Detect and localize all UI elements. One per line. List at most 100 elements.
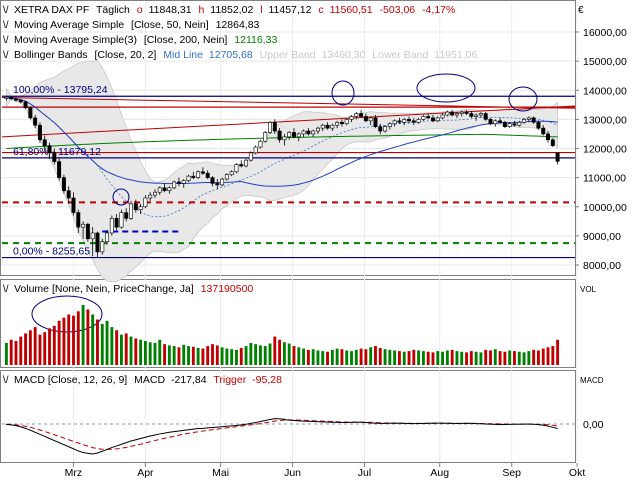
candle-body [215,183,220,186]
candle-body [220,178,225,186]
volume-bar [532,349,536,365]
volume-bar [388,349,392,365]
ma50-label: Moving Average Simple [14,19,124,31]
candle-body [483,113,488,120]
ohlc-high-key: h [199,4,205,16]
currency-symbol: € [578,5,584,16]
volume-bar [465,352,468,365]
candle-body [330,124,335,129]
volume-legend: \/ Volume [None, Nein, PriceChange, Ja] … [3,283,597,295]
volume-bar [43,332,47,365]
fib-label: 100,00% - 13795,24 [13,84,108,96]
candle-body [522,119,527,123]
candle-body [531,117,536,123]
volume-bars [4,305,560,365]
macd-value: -217,84 [171,374,207,386]
volume-bar [393,350,397,365]
legend-collapse-icon[interactable]: \/ [3,5,9,16]
volume-bar [383,349,387,365]
bollinger-legend: Bollinger Bands [Close, 20, 2] Mid Line … [14,49,477,61]
candle-body [138,206,143,210]
candle-body [248,152,253,161]
volume-bar [407,351,411,365]
legend-collapse-icon[interactable]: \/ [3,20,9,31]
candle-body [105,232,110,242]
volume-bar [172,346,176,365]
candle-body [493,120,498,125]
candle-body [354,113,359,117]
volume-bar [33,327,37,365]
candle-body [42,139,47,146]
candle-body [28,107,33,119]
volume-bar [508,350,512,365]
macd-legend: \/ MACD [Close, 12, 26, 9] MACD -217,84 … [3,374,604,431]
legend-collapse-icon[interactable]: \/ [3,50,9,61]
volume-bar [86,309,90,365]
volume-bar [67,314,71,365]
candle-body [129,203,133,219]
candle-body [57,161,62,178]
ma200-line [6,133,558,149]
candle-body [47,145,52,154]
volume-bar [364,349,368,365]
volume-bar [201,348,205,365]
volume-bar [244,346,248,365]
volume-bar [302,348,306,365]
candle-body [474,114,479,117]
volume-axis-label: VOL [580,285,597,294]
candle-body [392,120,397,125]
ohlc-open: 11848,31 [149,4,192,16]
volume-bar [258,345,262,365]
ma50-line [6,96,558,187]
volume-bar [96,319,99,365]
candle-body [229,171,234,176]
volume-bar [124,333,128,365]
candle-body [37,124,42,141]
time-axis: Mrz Apr Mai Jun Jul Aug Sep Okt [65,463,585,479]
volume-bar [211,344,214,365]
y-tick-label: 13000,00 [583,114,627,126]
volume-bar [115,330,119,365]
volume-bar [489,350,492,365]
candle-body [402,119,407,123]
legend-collapse-icon[interactable]: \/ [3,35,9,46]
candle-body [550,139,555,146]
candle-body [210,177,215,184]
volume-bar [235,349,238,365]
volume-bar [417,350,421,365]
candle-body [301,130,306,135]
candle-body [4,96,9,99]
volume-bar [91,314,95,365]
volume-bar [273,336,277,365]
annotation-ellipse [508,86,538,112]
y-tick-label: 15000,00 [583,56,627,68]
legend-collapse-icon[interactable]: \/ [3,284,9,295]
volume-bar [350,351,353,365]
y-tick-label: 10000,00 [583,202,627,214]
ma200-value: 12116,33 [234,34,277,46]
volume-bar [220,347,224,365]
volume-bar [163,344,167,365]
candle-body [502,121,507,127]
candle-body [383,126,388,132]
volume-bar [263,346,267,365]
ohlc-close-key: c [318,4,323,16]
volume-bar [62,317,66,365]
price-change-pct: -4,17% [422,4,455,16]
ma200-params: [Close, 200, Nein] [144,34,228,46]
legend-collapse-icon[interactable]: \/ [3,375,9,386]
volume-bar [546,347,550,365]
volume-bar [469,351,473,365]
volume-bar [436,351,440,365]
x-tick-label: Aug [430,467,449,479]
bollinger-upper-value: 13460,30 [322,49,366,61]
annotation-ellipse [31,295,103,333]
candle-body [536,121,541,129]
volume-bar [81,305,85,365]
volume-bar [72,315,75,365]
volume-bar [455,351,459,365]
volume-bar [359,348,363,365]
volume-bar [306,349,310,365]
price-change: -503,06 [380,4,416,16]
candle-body [469,113,474,117]
